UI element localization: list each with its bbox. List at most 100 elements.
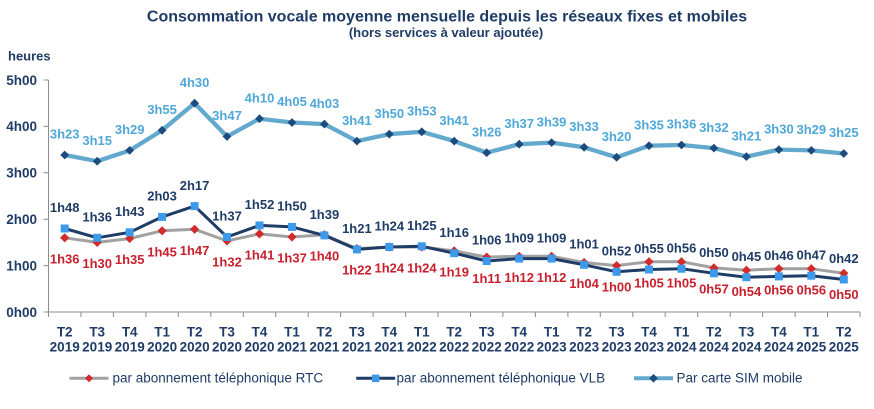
svg-text:0h47: 0h47 <box>796 247 826 262</box>
svg-text:3h33: 3h33 <box>569 119 599 134</box>
svg-text:0h42: 0h42 <box>829 251 859 266</box>
svg-text:T2: T2 <box>706 325 722 340</box>
svg-text:T4: T4 <box>771 325 787 340</box>
svg-text:T1: T1 <box>544 325 560 340</box>
svg-text:3h37: 3h37 <box>504 116 534 131</box>
svg-text:2022: 2022 <box>439 340 469 355</box>
svg-text:par abonnement téléphonique VL: par abonnement téléphonique VLB <box>397 370 606 385</box>
svg-text:0h56: 0h56 <box>667 240 697 255</box>
svg-text:1h47: 1h47 <box>180 243 210 258</box>
svg-text:T4: T4 <box>641 325 657 340</box>
svg-text:2024: 2024 <box>764 340 795 355</box>
svg-text:heures: heures <box>8 49 51 64</box>
svg-text:(hors services à valeur ajouté: (hors services à valeur ajoutée) <box>349 25 543 40</box>
svg-text:2019: 2019 <box>82 340 112 355</box>
svg-text:T2: T2 <box>446 325 462 340</box>
svg-text:1h43: 1h43 <box>115 204 145 219</box>
svg-text:T2: T2 <box>317 325 333 340</box>
svg-text:2021: 2021 <box>277 340 308 355</box>
svg-text:0h57: 0h57 <box>699 282 729 297</box>
svg-text:0h46: 0h46 <box>764 248 794 263</box>
svg-text:0h50: 0h50 <box>699 245 729 260</box>
svg-text:2021: 2021 <box>374 340 405 355</box>
svg-text:2023: 2023 <box>634 340 665 355</box>
svg-text:T4: T4 <box>511 325 527 340</box>
svg-text:1h00: 1h00 <box>6 258 37 273</box>
svg-text:T1: T1 <box>154 325 170 340</box>
svg-text:T1: T1 <box>284 325 300 340</box>
svg-text:2023: 2023 <box>569 340 600 355</box>
svg-text:2h03: 2h03 <box>147 189 177 204</box>
svg-text:par abonnement téléphonique RT: par abonnement téléphonique RTC <box>113 370 324 385</box>
svg-text:1h12: 1h12 <box>504 270 534 285</box>
svg-text:4h03: 4h03 <box>310 96 340 111</box>
svg-text:2024: 2024 <box>731 340 762 355</box>
svg-text:2025: 2025 <box>829 340 860 355</box>
svg-text:1h05: 1h05 <box>667 275 697 290</box>
svg-text:0h52: 0h52 <box>602 244 632 259</box>
svg-text:1h50: 1h50 <box>277 199 307 214</box>
svg-text:T4: T4 <box>381 325 397 340</box>
svg-text:2023: 2023 <box>602 340 633 355</box>
svg-text:2020: 2020 <box>180 340 210 355</box>
svg-text:T2: T2 <box>187 325 203 340</box>
svg-text:3h26: 3h26 <box>472 124 502 139</box>
svg-text:1h21: 1h21 <box>342 221 372 236</box>
svg-text:1h04: 1h04 <box>569 276 599 291</box>
svg-text:1h39: 1h39 <box>310 207 340 222</box>
svg-text:0h56: 0h56 <box>764 282 794 297</box>
svg-text:2022: 2022 <box>472 340 502 355</box>
svg-text:2019: 2019 <box>50 340 80 355</box>
svg-text:1h24: 1h24 <box>374 219 404 234</box>
svg-text:3h20: 3h20 <box>602 129 632 144</box>
svg-text:Consommation vocale moyenne me: Consommation vocale moyenne mensuelle de… <box>147 9 747 26</box>
svg-text:2020: 2020 <box>244 340 274 355</box>
svg-text:Par carte SIM mobile: Par carte SIM mobile <box>677 370 803 385</box>
svg-text:1h12: 1h12 <box>537 270 567 285</box>
svg-text:2020: 2020 <box>147 340 177 355</box>
svg-text:3h53: 3h53 <box>407 104 437 119</box>
svg-text:1h05: 1h05 <box>634 275 664 290</box>
svg-text:2021: 2021 <box>309 340 340 355</box>
svg-text:T2: T2 <box>836 325 852 340</box>
svg-text:1h41: 1h41 <box>245 248 275 263</box>
svg-text:3h41: 3h41 <box>439 113 469 128</box>
svg-text:4h00: 4h00 <box>6 119 37 134</box>
svg-text:1h25: 1h25 <box>407 218 437 233</box>
svg-text:2024: 2024 <box>666 340 697 355</box>
svg-text:2025: 2025 <box>796 340 827 355</box>
svg-text:T2: T2 <box>57 325 73 340</box>
svg-text:1h37: 1h37 <box>212 209 242 224</box>
svg-text:3h23: 3h23 <box>50 127 80 142</box>
svg-text:3h47: 3h47 <box>212 108 242 123</box>
svg-text:4h30: 4h30 <box>180 75 210 90</box>
svg-text:3h15: 3h15 <box>82 133 112 148</box>
svg-text:1h11: 1h11 <box>472 271 501 286</box>
svg-text:2023: 2023 <box>537 340 568 355</box>
svg-text:1h30: 1h30 <box>82 256 112 271</box>
svg-text:2021: 2021 <box>342 340 373 355</box>
svg-text:3h35: 3h35 <box>634 117 664 132</box>
svg-text:1h35: 1h35 <box>115 252 145 267</box>
svg-text:T1: T1 <box>674 325 690 340</box>
svg-text:3h29: 3h29 <box>796 122 826 137</box>
svg-text:3h00: 3h00 <box>6 166 37 181</box>
svg-text:0h00: 0h00 <box>6 305 37 320</box>
svg-text:1h48: 1h48 <box>50 200 80 215</box>
svg-text:0h56: 0h56 <box>796 282 826 297</box>
svg-text:0h45: 0h45 <box>732 249 762 264</box>
svg-text:T4: T4 <box>122 325 138 340</box>
svg-text:1h36: 1h36 <box>82 210 112 225</box>
svg-text:2022: 2022 <box>504 340 534 355</box>
svg-text:1h32: 1h32 <box>212 255 242 270</box>
svg-text:2h00: 2h00 <box>6 212 37 227</box>
svg-text:T3: T3 <box>349 325 365 340</box>
svg-text:T1: T1 <box>803 325 819 340</box>
svg-text:3h29: 3h29 <box>115 122 145 137</box>
svg-text:2h17: 2h17 <box>180 178 210 193</box>
svg-text:1h37: 1h37 <box>277 251 307 266</box>
svg-text:T3: T3 <box>219 325 235 340</box>
svg-text:1h00: 1h00 <box>602 279 632 294</box>
svg-text:T3: T3 <box>479 325 495 340</box>
svg-text:3h21: 3h21 <box>732 128 762 143</box>
